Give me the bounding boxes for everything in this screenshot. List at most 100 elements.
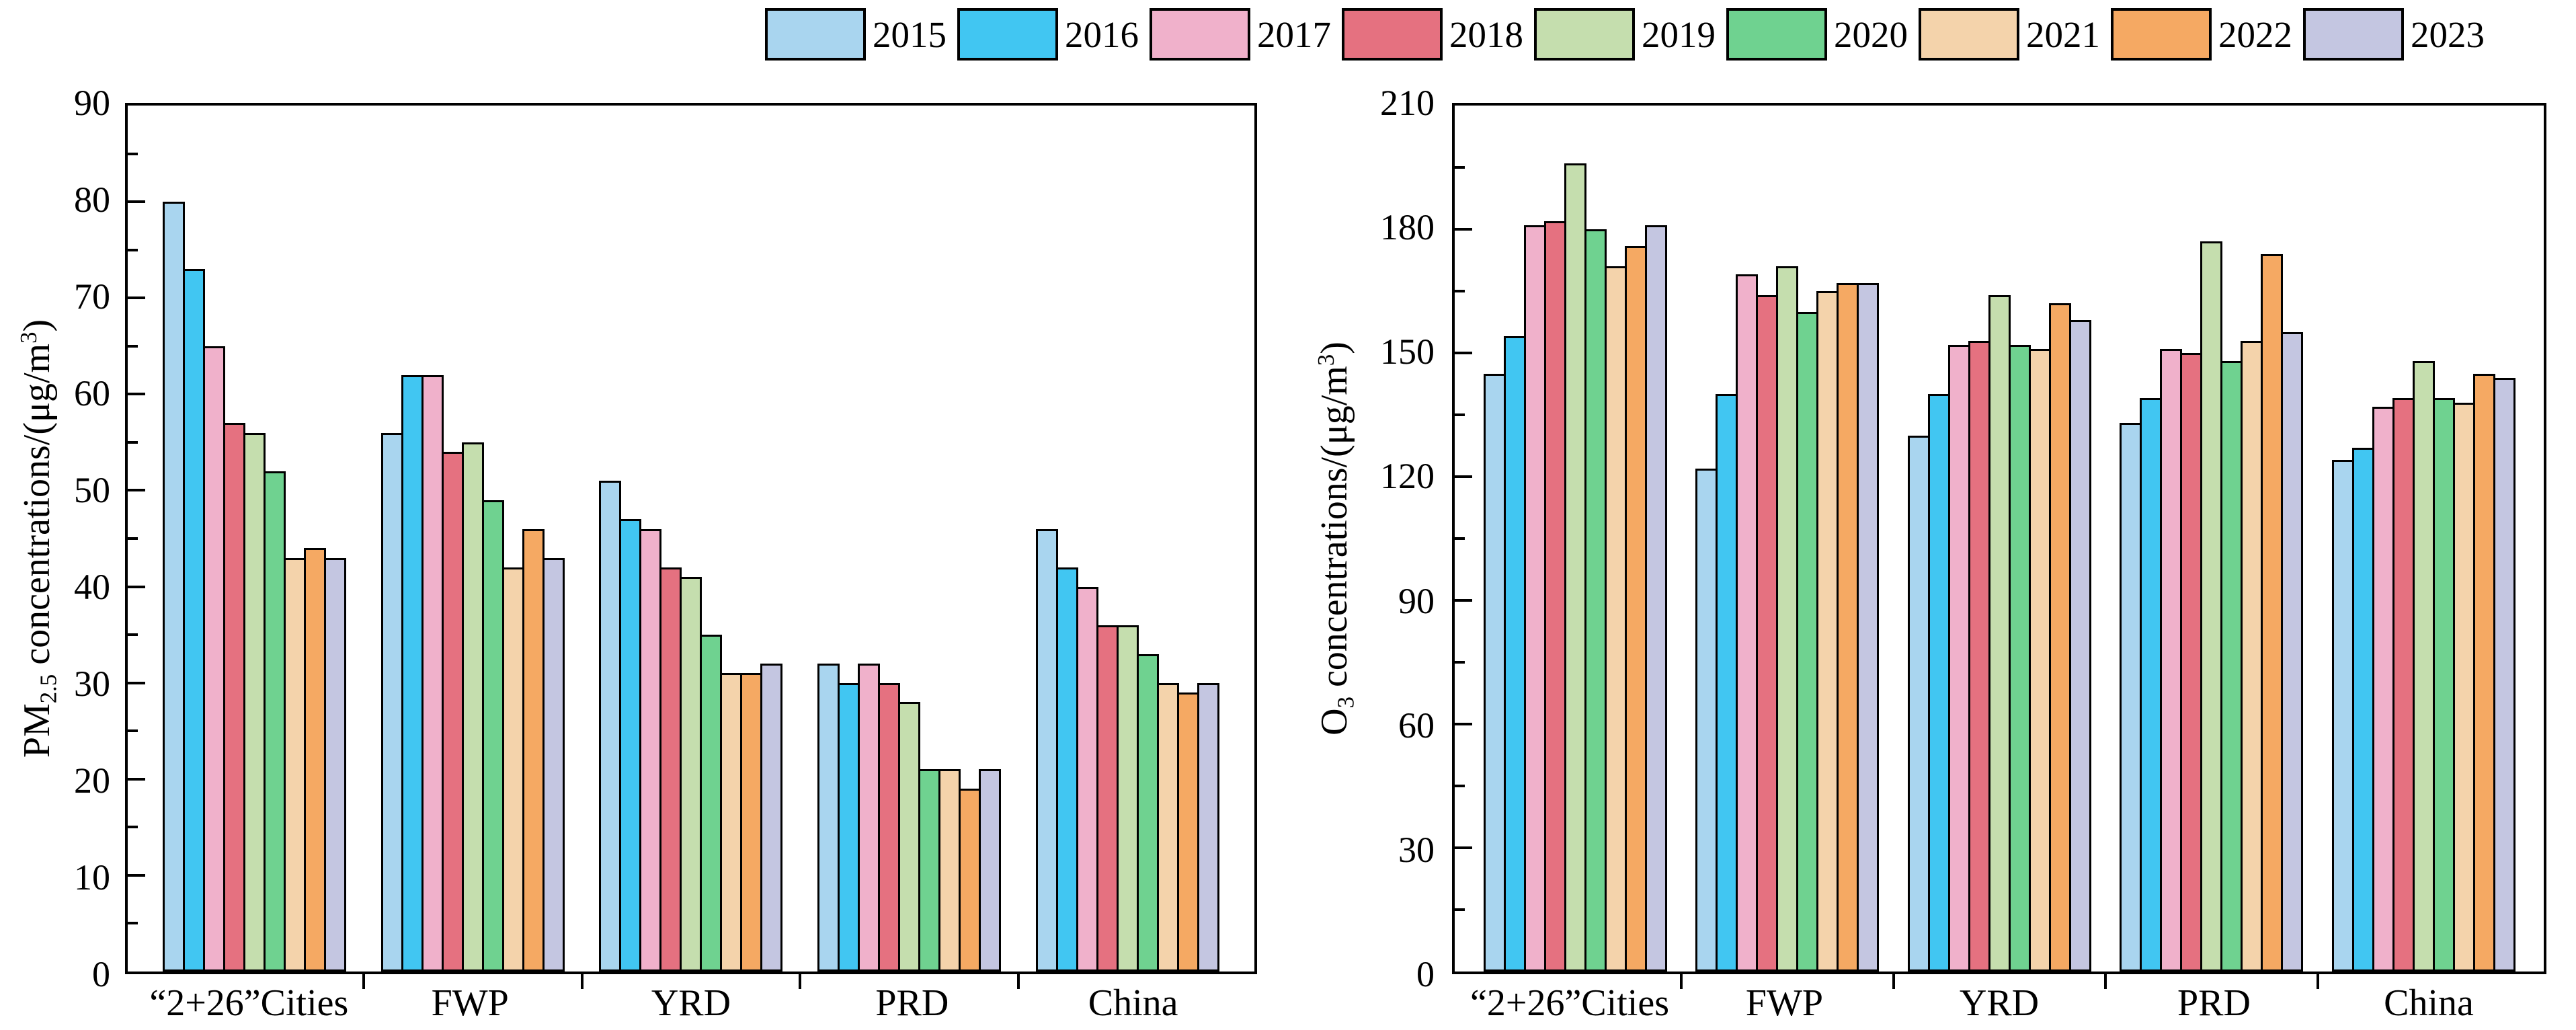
x-category-label: FWP: [431, 982, 509, 1024]
bar-2021: [2028, 348, 2051, 972]
legend-item-2017: 2017: [1150, 8, 1331, 61]
bar-2015: [1907, 435, 1930, 972]
y-major-tick: [128, 296, 145, 300]
x-category-label: YRD: [1959, 982, 2040, 1024]
bar-2015: [2120, 423, 2142, 972]
bar-2022: [1177, 692, 1200, 972]
bar-2017: [1076, 586, 1099, 972]
bar-2023: [542, 557, 565, 972]
x-category-label: “2+26”Cities: [1470, 982, 1669, 1024]
bar-cluster-FWP: [1695, 106, 1879, 972]
y-minor-tick: [128, 344, 138, 348]
y-minor-tick: [128, 826, 138, 829]
x-category-label: FWP: [1745, 982, 1824, 1024]
y-minor-tick: [1455, 785, 1465, 787]
bar-2022: [2261, 253, 2283, 972]
legend-label: 2023: [2411, 13, 2485, 55]
legend-label: 2018: [1449, 13, 1523, 55]
legend-swatch-2016: [957, 8, 1058, 61]
legend-item-2020: 2020: [1726, 8, 1908, 61]
bar-2017: [858, 664, 881, 972]
bar-2018: [1968, 340, 1990, 972]
y-major-tick: [1455, 599, 1472, 602]
y-tick-label: 150: [1380, 331, 1435, 372]
bar-2016: [2140, 398, 2162, 972]
bar-2022: [2472, 373, 2495, 972]
y-minor-tick: [128, 922, 138, 925]
y-tick-label: 30: [74, 664, 110, 705]
legend-item-2022: 2022: [2111, 8, 2292, 61]
bar-2021: [1816, 291, 1839, 972]
bar-2020: [263, 471, 286, 972]
y-tick-label: 0: [92, 954, 110, 994]
y-minor-tick: [1455, 537, 1465, 540]
x-category-label: PRD: [2177, 982, 2251, 1024]
bar-2019: [2200, 241, 2222, 972]
bar-2022: [303, 548, 326, 972]
y-tick-label: 80: [74, 180, 110, 221]
bar-2016: [1503, 336, 1526, 972]
legend-swatch-2019: [1534, 8, 1635, 61]
bar-2015: [1695, 468, 1718, 972]
bar-cluster-China: [1036, 106, 1220, 972]
bar-2021: [1604, 266, 1627, 972]
y-minor-tick: [1455, 166, 1465, 169]
y-tick-label: 60: [1398, 705, 1435, 746]
bar-2020: [2220, 361, 2243, 972]
bar-2020: [481, 500, 504, 972]
y-major-tick: [1455, 228, 1472, 231]
bar-2019: [2412, 361, 2435, 972]
legend-swatch-2017: [1150, 8, 1250, 61]
bar-2023: [1197, 682, 1220, 972]
y-tick-label: 210: [1380, 83, 1435, 123]
y-tick-label: 90: [74, 83, 110, 123]
y-minor-tick: [128, 152, 138, 155]
bar-2016: [182, 269, 205, 972]
y-minor-tick: [128, 633, 138, 637]
bar-2019: [243, 432, 266, 972]
bar-2015: [1483, 373, 1506, 972]
bar-2018: [878, 682, 901, 972]
bar-2018: [1096, 625, 1119, 972]
bar-2019: [898, 702, 921, 972]
bar-2018: [2180, 353, 2202, 972]
legend-item-2015: 2015: [765, 8, 947, 61]
bar-2018: [1756, 295, 1778, 972]
bar-2018: [1543, 221, 1566, 972]
y-major-tick: [1455, 723, 1472, 726]
y-major-tick: [128, 873, 145, 877]
o3-x-category-labels: “2+26”Cities FWP YRD PRD China: [1455, 982, 2544, 1029]
x-boundary-tick: [2316, 974, 2319, 989]
legend-label: 2022: [2218, 13, 2292, 55]
legend-item-2016: 2016: [957, 8, 1139, 61]
x-category-label: “2+26”Cities: [149, 982, 349, 1024]
bar-2015: [2331, 460, 2354, 972]
legend-item-2018: 2018: [1342, 8, 1523, 61]
bar-2023: [2493, 377, 2515, 972]
bar-2020: [700, 635, 723, 972]
legend-swatch-2015: [765, 8, 866, 61]
y-minor-tick: [1455, 908, 1465, 912]
bar-cluster-YRD: [599, 106, 783, 972]
y-minor-tick: [1455, 661, 1465, 664]
legend-label: 2021: [2026, 13, 2100, 55]
x-boundary-tick: [799, 974, 801, 989]
pm25-x-category-labels: “2+26”Cities FWP YRD PRD China: [128, 982, 1254, 1029]
bar-2015: [380, 432, 403, 972]
bar-2015: [599, 481, 622, 972]
bar-2019: [680, 577, 702, 972]
bar-2015: [1036, 528, 1059, 972]
x-boundary-tick: [1680, 974, 1683, 989]
bar-cluster-2+26Cities: [1483, 106, 1667, 972]
bar-2021: [501, 567, 524, 972]
bar-2019: [1988, 295, 2011, 972]
y-tick-label: 50: [74, 470, 110, 510]
bar-2017: [1947, 344, 1970, 972]
bar-2018: [441, 452, 464, 972]
y-minor-tick: [128, 729, 138, 733]
y-tick-label: 20: [74, 760, 110, 801]
bar-2019: [1564, 163, 1586, 972]
bar-2018: [659, 567, 682, 972]
y-minor-tick: [128, 440, 138, 444]
